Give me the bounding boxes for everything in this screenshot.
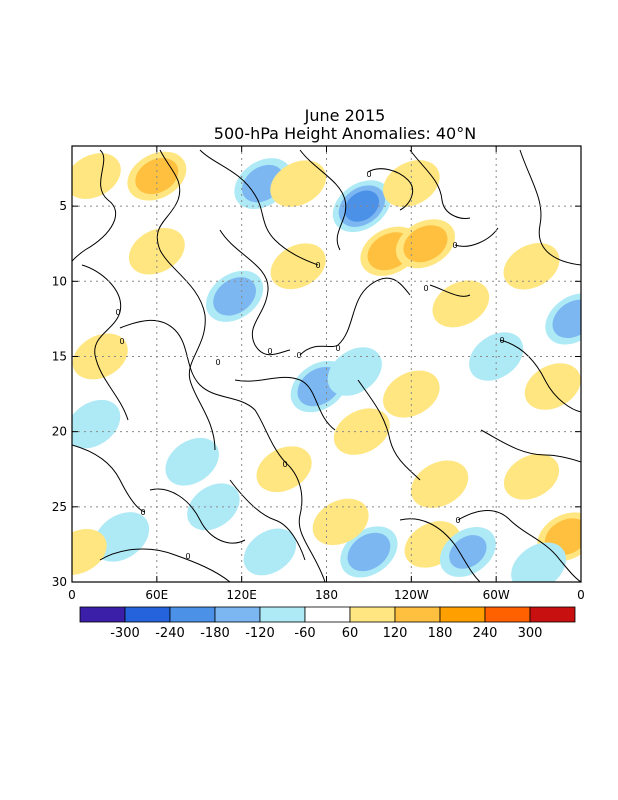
contour-label: 0 xyxy=(452,241,457,250)
contour-label: 0 xyxy=(423,284,428,293)
y-tick-label: 30 xyxy=(52,575,67,589)
y-tick-label: 25 xyxy=(52,500,67,514)
colorbar-swatch xyxy=(80,607,125,622)
x-tick-label: 120E xyxy=(226,588,257,602)
colorbar-label: 240 xyxy=(473,626,498,641)
contour-label: 0 xyxy=(140,508,145,517)
contour-label: 0 xyxy=(315,261,320,270)
colorbar-label: -240 xyxy=(155,626,185,641)
contour-label: 0 xyxy=(215,358,220,367)
x-tick-label: 60W xyxy=(483,588,510,602)
colorbar-swatch xyxy=(485,607,530,622)
y-tick-label: 20 xyxy=(52,425,67,439)
contour-label: 0 xyxy=(366,170,371,179)
chart-subtitle: 500-hPa Height Anomalies: 40°N xyxy=(214,124,476,143)
colorbar-swatch xyxy=(125,607,170,622)
colorbar-swatch xyxy=(170,607,215,622)
plot-area: 0 0 0 0 0 0 0 0 0 0 0 0 0 0 0 xyxy=(44,142,613,602)
colorbar-label: -300 xyxy=(110,626,140,641)
colorbar-swatch xyxy=(350,607,395,622)
colorbar-label: 300 xyxy=(518,626,543,641)
colorbar-swatch xyxy=(440,607,485,622)
contour-label: 0 xyxy=(282,460,287,469)
contour-label: 0 xyxy=(267,347,272,356)
colorbar-label: 120 xyxy=(383,626,408,641)
contour-label: 0 xyxy=(185,552,190,561)
contour-label: 0 xyxy=(296,351,301,360)
chart-title: June 2015 xyxy=(304,106,386,125)
contour-label: 0 xyxy=(455,516,460,525)
y-tick-label: 5 xyxy=(59,199,67,213)
x-tick-label: 0 xyxy=(68,588,76,602)
colorbar-label: 60 xyxy=(342,626,359,641)
y-tick-label: 10 xyxy=(52,274,67,288)
colorbar-label: -120 xyxy=(245,626,275,641)
x-tick-label: 120W xyxy=(394,588,429,602)
x-tick-label: 180 xyxy=(315,588,338,602)
colorbar-swatch xyxy=(395,607,440,622)
colorbar-swatch xyxy=(530,607,575,622)
contour-label: 0 xyxy=(499,336,504,345)
colorbar: -300 -240 -180 -120 -60 60 120 180 240 300 xyxy=(80,607,575,641)
colorbar-swatch xyxy=(215,607,260,622)
colorbar-swatch xyxy=(260,607,305,622)
contour-label: 0 xyxy=(335,344,340,353)
colorbar-swatch xyxy=(305,607,350,622)
colorbar-label: -180 xyxy=(200,626,230,641)
x-tick-label: 60E xyxy=(145,588,168,602)
x-tick-label: 0 xyxy=(577,588,585,602)
y-tick-label: 15 xyxy=(52,349,67,363)
colorbar-label: -60 xyxy=(294,626,315,641)
contour-label: 0 xyxy=(115,308,120,317)
colorbar-label: 180 xyxy=(428,626,453,641)
contour-label: 0 xyxy=(119,337,124,346)
